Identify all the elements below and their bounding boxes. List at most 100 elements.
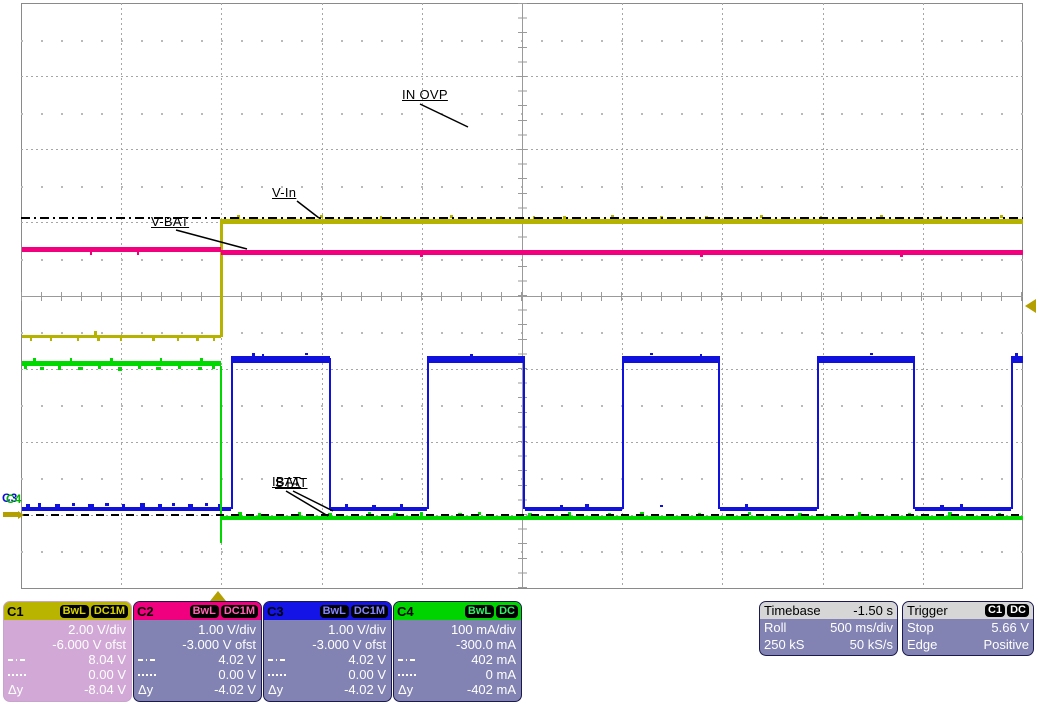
channel-header-c2[interactable]: C2 BwL DC1M — [134, 602, 261, 620]
delta-y-label: Δy — [268, 682, 284, 697]
channel-header-c3[interactable]: C3 BwL DC1M — [264, 602, 391, 620]
channel-panel-c1[interactable]: C1 BwL DC1M 2.00 V/div -6.000 V ofst 8.0… — [3, 601, 132, 702]
trace-v-in — [760, 215, 763, 218]
offset-value: -3.000 V ofst — [182, 637, 256, 652]
dotted-cursor-icon — [138, 673, 158, 676]
cursor1-value: 4.02 V — [348, 652, 386, 667]
trace-v-in — [611, 215, 614, 218]
trace-stat — [172, 503, 175, 506]
trace-v-in — [30, 338, 32, 341]
trace-ibat — [110, 358, 113, 361]
trace-v-in — [880, 215, 883, 218]
trace-stat — [105, 503, 109, 506]
trace-stat — [622, 356, 720, 363]
trace-v-in — [50, 338, 52, 341]
trace-stat — [745, 504, 748, 507]
timebase-header[interactable]: Timebase -1.50 s — [760, 602, 897, 619]
trigger-level-marker-icon[interactable] — [1025, 299, 1036, 313]
channel-id: C1 — [7, 603, 24, 619]
trace-stat — [205, 503, 208, 506]
c4-zero-label: C4 — [6, 492, 22, 506]
offset-value: -6.000 V ofst — [52, 637, 126, 652]
trace-stat — [1011, 356, 1023, 363]
trace-ibat — [748, 512, 751, 515]
trace-stat — [122, 504, 125, 507]
cursor1-value: 8.04 V — [88, 652, 126, 667]
trigger-coupling-badge: DC — [1007, 604, 1029, 617]
trace-stat — [940, 505, 944, 507]
dotted-cursor-icon — [8, 673, 28, 676]
timebase-panel[interactable]: Timebase -1.50 s Roll 500 ms/div 250 kS … — [759, 601, 898, 656]
annotation-v-in: V-In — [272, 185, 297, 200]
trace-stat — [427, 356, 525, 363]
trace-ibat — [198, 367, 202, 370]
bwl-badge: BwL — [189, 604, 219, 618]
trace-v-in — [450, 215, 453, 218]
channel-panel-c4[interactable]: C4 BwL DC 100 mA/div -300.0 mA 402 mA 0 … — [393, 601, 522, 702]
trace-v-in — [220, 219, 1023, 224]
channel-header-c1[interactable]: C1 BwL DC1M — [4, 602, 131, 620]
channel-header-c4[interactable]: C4 BwL DC — [394, 602, 521, 620]
trigger-title: Trigger — [907, 603, 948, 618]
trace-stat — [960, 504, 963, 507]
cursor2-value: 0.00 V — [88, 667, 126, 682]
channel-panel-c2[interactable]: C2 BwL DC1M 1.00 V/div -3.000 V ofst 4.0… — [133, 601, 262, 702]
trace-stat — [1011, 358, 1013, 509]
trace-v-in — [77, 338, 79, 341]
volts-per-div: 1.00 V/div — [328, 622, 386, 637]
trace-ibat — [70, 358, 72, 361]
trace-ibat — [33, 358, 36, 361]
cursor2-value: 0.00 V — [348, 667, 386, 682]
trace-stat — [718, 358, 720, 509]
timebase-title: Timebase — [764, 603, 821, 618]
trace-ibat — [160, 358, 162, 361]
trace-ibat — [24, 366, 27, 369]
delta-y-value: -4.02 V — [214, 682, 256, 697]
trace-stat — [252, 353, 255, 356]
trigger-slope: Positive — [983, 637, 1029, 652]
dashdot-cursor-icon — [8, 658, 28, 661]
dashdot-cursor-icon — [398, 658, 418, 661]
trace-v-in — [1000, 215, 1003, 218]
coupling-badge: DC1M — [90, 604, 128, 618]
channel-panel-c3[interactable]: C3 BwL DC1M 1.00 V/div -3.000 V ofst 4.0… — [263, 601, 392, 702]
trigger-mode: Stop — [907, 620, 934, 635]
trace-stat — [622, 358, 624, 509]
amps-per-div: 100 mA/div — [450, 622, 516, 637]
c1-zero-level-marker-icon[interactable] — [3, 511, 24, 519]
trigger-level: 5.66 V — [991, 620, 1029, 635]
trace-ibat — [200, 358, 203, 361]
trigger-panel[interactable]: Trigger C1 DC Stop 5.66 V Edge Positive — [902, 601, 1034, 656]
trace-v-in — [177, 338, 179, 341]
trace-stat — [305, 353, 308, 355]
coupling-badge: DC1M — [220, 604, 258, 618]
trace-v-bat — [90, 252, 92, 255]
trace-stat — [720, 507, 817, 511]
dotted-cursor-icon — [268, 673, 288, 676]
channel-id: C4 — [397, 603, 414, 619]
delta-y-label: Δy — [138, 682, 154, 697]
trace-stat — [26, 504, 30, 507]
trigger-time-marker-icon[interactable] — [210, 591, 226, 601]
dotted-cursor-icon — [398, 673, 418, 676]
trace-stat — [817, 356, 915, 363]
dashdot-cursor-icon — [268, 658, 288, 661]
trace-stat — [345, 504, 348, 507]
trace-stat — [88, 504, 94, 507]
trigger-header[interactable]: Trigger C1 DC — [903, 602, 1033, 619]
trigger-kind: Edge — [907, 637, 938, 652]
c3-zero-label: C3 — [2, 491, 18, 505]
trace-stat — [913, 358, 915, 509]
delta-y-label: Δy — [398, 682, 414, 697]
trace-ibat — [98, 366, 101, 369]
trace-ibat — [40, 367, 44, 370]
trace-v-bat — [700, 255, 703, 257]
trace-stat — [1015, 353, 1018, 356]
trace-v-bat — [900, 255, 903, 257]
channel-id: C3 — [267, 603, 284, 619]
trace-ibat — [138, 366, 141, 369]
delta-y-value: -8.04 V — [84, 682, 126, 697]
bwl-badge: BwL — [464, 604, 495, 618]
trace-v-in — [97, 338, 100, 341]
